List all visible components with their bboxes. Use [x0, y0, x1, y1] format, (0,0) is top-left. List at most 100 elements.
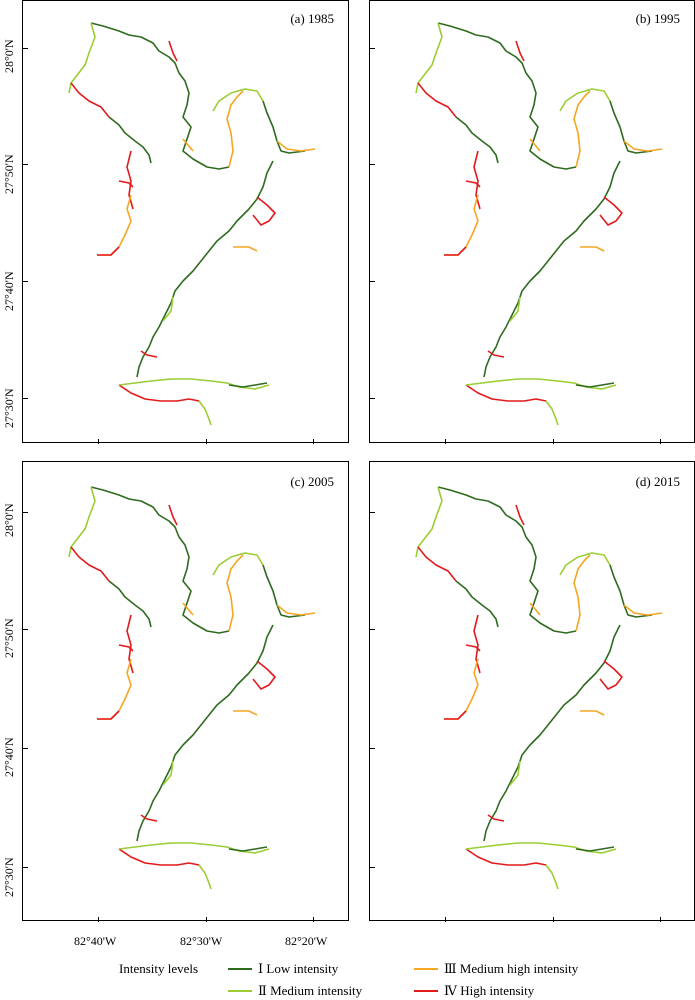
- lon-label-82-30: 82°30'W: [180, 934, 223, 948]
- medium-high-intensity-segment: [97, 194, 132, 256]
- high-intensity-segment: [97, 246, 120, 256]
- medium-intensity-segment: [545, 864, 559, 890]
- lon-tick: [660, 917, 661, 922]
- high-intensity-segment: [118, 384, 200, 402]
- medium-high-intensity-segment: [580, 710, 605, 716]
- low-intensity-segment: [136, 160, 274, 378]
- high-intensity-segment: [140, 814, 158, 822]
- high-intensity-segment: [118, 180, 134, 188]
- lat-label-top-27-30: 27°30'N: [2, 388, 16, 428]
- lat-tick: [370, 748, 375, 749]
- medium-high-intensity-segment: [233, 710, 258, 716]
- legend-item-medium-high: Ⅲ Medium high intensity: [414, 961, 578, 977]
- medium-high-intensity-segment: [182, 602, 194, 616]
- medium-intensity-segment: [509, 760, 521, 786]
- medium-high-intensity-segment: [276, 604, 316, 616]
- lat-tick: [370, 629, 375, 630]
- low-intensity-segment: [437, 486, 577, 634]
- lat-label-bottom-28-0: 28°0'N: [2, 503, 16, 537]
- medium-intensity-segment: [415, 22, 443, 94]
- map-panel-1995: (b) 1995: [369, 0, 695, 444]
- low-intensity-segment: [609, 100, 653, 154]
- medium-high-intensity-segment: [623, 140, 663, 152]
- medium-intensity-segment: [162, 760, 174, 786]
- coastline-map: [68, 22, 316, 426]
- medium-high-intensity-segment: [276, 140, 316, 152]
- legend-item-medium: Ⅱ Medium intensity: [228, 983, 362, 999]
- high-intensity-segment: [168, 504, 178, 526]
- lat-label-top-27-40: 27°40'N: [2, 271, 16, 311]
- medium-intensity-segment: [545, 400, 559, 426]
- medium-intensity-segment: [68, 486, 96, 558]
- lat-label-bottom-27-30: 27°30'N: [2, 857, 16, 897]
- high-intensity-segment: [599, 196, 623, 226]
- low-intensity-segment: [228, 846, 268, 852]
- low-intensity-segment: [455, 580, 499, 628]
- medium-intensity-segment: [559, 552, 611, 576]
- high-intensity-segment: [118, 848, 200, 866]
- low-intensity-segment: [575, 382, 615, 388]
- medium-intensity-segment: [118, 378, 270, 390]
- coastline-map: [68, 486, 316, 890]
- lat-tick: [23, 281, 28, 282]
- panel-title: (b) 1995: [635, 11, 680, 26]
- medium-intensity-segment: [465, 842, 617, 854]
- medium-intensity-segment: [465, 378, 617, 390]
- lat-tick: [370, 164, 375, 165]
- lat-tick: [23, 867, 28, 868]
- high-intensity-segment: [487, 350, 505, 358]
- lon-tick: [98, 917, 99, 922]
- lat-tick: [370, 512, 375, 513]
- medium-high-intensity-segment: [226, 90, 244, 168]
- low-intensity-segment: [262, 100, 306, 154]
- high-intensity-segment: [168, 40, 178, 62]
- lat-tick: [370, 281, 375, 282]
- high-intensity-segment: [444, 710, 467, 720]
- medium-high-intensity-segment: [97, 658, 132, 720]
- map-panel-2005: (c) 2005: [22, 461, 349, 922]
- lat-tick: [23, 164, 28, 165]
- lon-tick: [313, 439, 314, 444]
- high-intensity-segment: [70, 82, 110, 118]
- high-intensity-segment: [97, 710, 120, 720]
- high-intensity-segment: [444, 246, 467, 256]
- low-intensity-segment: [90, 486, 230, 634]
- high-intensity-segment: [465, 644, 481, 652]
- medium-high-intensity-segment: [623, 604, 663, 616]
- lon-label-82-40: 82°40'W: [74, 934, 117, 948]
- medium-intensity-segment: [68, 22, 96, 94]
- medium-high-intensity-segment: [573, 90, 591, 168]
- high-intensity-segment: [70, 546, 110, 582]
- lat-label-top-28-0: 28°0'N: [2, 39, 16, 73]
- lat-label-bottom-27-40: 27°40'N: [2, 737, 16, 777]
- high-intensity-segment: [487, 814, 505, 822]
- high-intensity-segment: [515, 504, 525, 526]
- lat-tick: [370, 867, 375, 868]
- medium-intensity-segment: [559, 88, 611, 112]
- medium-high-intensity-swatch: [414, 968, 438, 970]
- low-intensity-segment: [262, 564, 306, 618]
- lon-tick: [445, 439, 446, 444]
- coastline-map: [415, 486, 663, 890]
- low-intensity-segment: [228, 382, 268, 388]
- coastline-map: [415, 22, 663, 426]
- low-intensity-segment: [90, 22, 230, 170]
- medium-intensity-segment: [509, 296, 521, 322]
- medium-intensity-segment: [118, 842, 270, 854]
- lat-tick: [23, 512, 28, 513]
- lat-tick: [23, 748, 28, 749]
- lat-tick: [23, 48, 28, 49]
- medium-high-intensity-segment: [573, 554, 591, 632]
- low-intensity-segment: [483, 624, 621, 842]
- lat-tick: [23, 629, 28, 630]
- lat-tick: [370, 398, 375, 399]
- low-intensity-segment: [108, 116, 152, 164]
- medium-intensity-swatch: [228, 990, 252, 992]
- lon-tick: [445, 917, 446, 922]
- lon-tick: [313, 917, 314, 922]
- lat-tick: [23, 398, 28, 399]
- medium-intensity-segment: [212, 88, 264, 112]
- high-intensity-segment: [515, 40, 525, 62]
- medium-high-intensity-segment: [182, 138, 194, 152]
- low-intensity-segment: [437, 22, 577, 170]
